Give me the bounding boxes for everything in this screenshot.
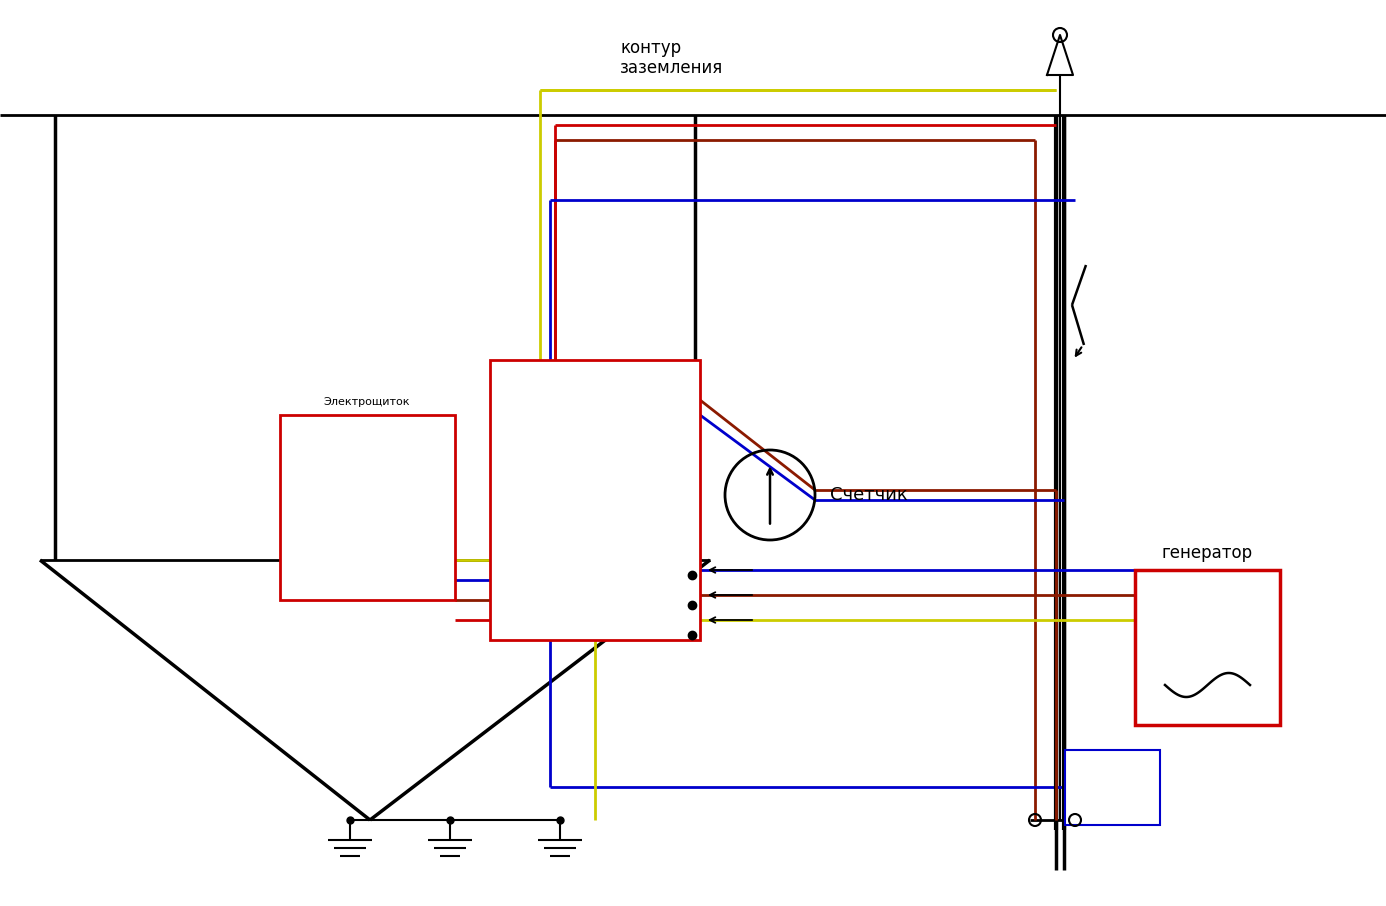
Text: контур
заземления: контур заземления xyxy=(620,39,723,77)
Bar xyxy=(1064,750,1160,825)
Text: Счетчик: Счетчик xyxy=(830,486,908,504)
Text: Электрощиток: Электрощиток xyxy=(324,397,410,407)
Bar xyxy=(280,415,455,600)
Bar xyxy=(1135,570,1281,725)
Text: генератор: генератор xyxy=(1161,544,1253,562)
Text: G: G xyxy=(1193,609,1221,641)
Bar xyxy=(491,360,700,640)
Text: вводной
выключатель: вводной выключатель xyxy=(615,469,694,491)
